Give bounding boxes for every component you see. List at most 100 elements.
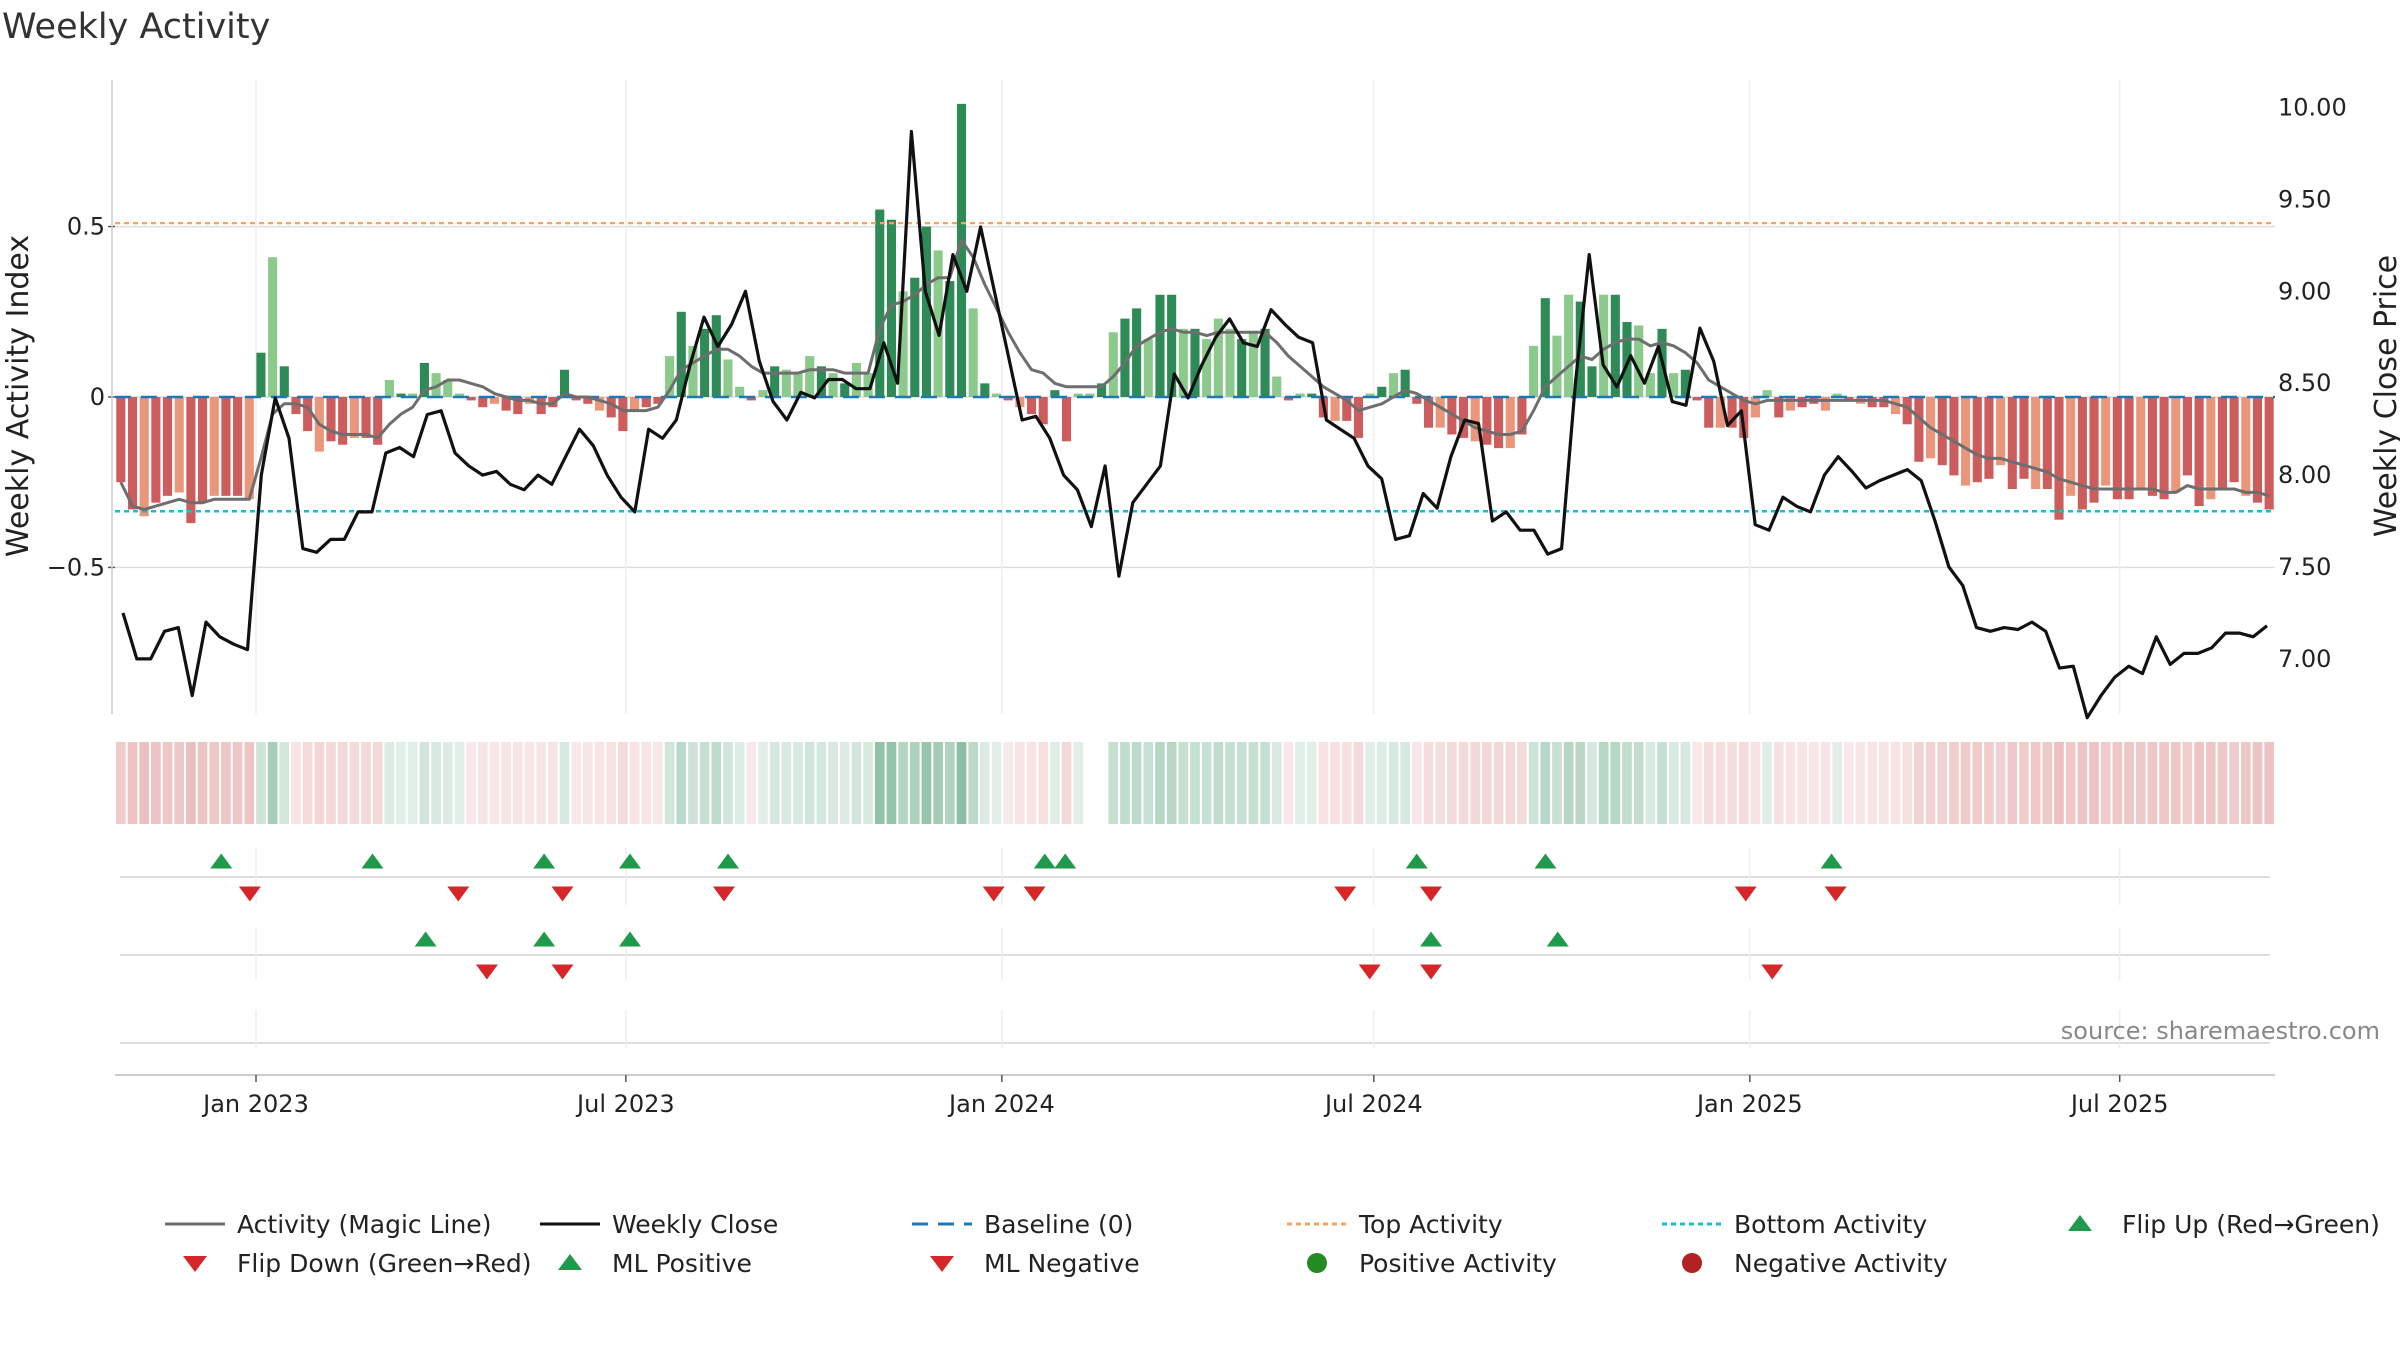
- strip-cell: [699, 742, 710, 824]
- activity-bar: [2031, 397, 2041, 490]
- flip-up-marker: [1405, 853, 1428, 869]
- strip-cell: [2147, 742, 2158, 824]
- activity-bar: [1937, 397, 1947, 466]
- activity-bar: [793, 373, 803, 397]
- strip-cell: [1715, 742, 1726, 824]
- activity-bar: [886, 219, 896, 397]
- strip-cell: [174, 742, 185, 824]
- legend-swatch: [2068, 1215, 2092, 1231]
- chart-title: Weekly Activity: [2, 7, 270, 47]
- activity-bar: [233, 397, 243, 496]
- strip-cell: [1692, 742, 1702, 824]
- activity-bar: [2019, 397, 2029, 479]
- activity-bar: [186, 397, 196, 524]
- activity-bar: [1435, 397, 1445, 428]
- left-tick-label: −0.5: [47, 553, 105, 581]
- activity-bar: [1692, 397, 1702, 401]
- activity-bar: [1085, 393, 1095, 397]
- y-axis-right-label: Weekly Close Price: [2369, 255, 2400, 537]
- legend-label: Activity (Magic Line): [237, 1210, 491, 1239]
- activity-bar: [1342, 397, 1352, 421]
- flip-up-marker: [1820, 853, 1843, 869]
- activity-bar: [1634, 325, 1644, 397]
- strip-cell: [372, 742, 383, 824]
- strip-cell: [466, 742, 476, 824]
- activity-bar: [1949, 397, 1959, 476]
- flip-up-marker: [1033, 853, 1056, 869]
- strip-cell: [127, 742, 138, 824]
- strip-cell: [804, 742, 815, 824]
- activity-bar: [373, 397, 383, 445]
- activity-bar: [676, 311, 686, 397]
- strip-cell: [267, 742, 278, 824]
- strip-cell: [1435, 742, 1446, 824]
- flip-up-marker: [1054, 853, 1077, 869]
- strip-cell: [2205, 742, 2216, 824]
- activity-bar: [851, 362, 861, 397]
- strip-cell: [933, 742, 943, 824]
- strip-cell: [1727, 742, 1737, 824]
- activity-bar: [980, 383, 990, 397]
- activity-bar: [151, 397, 161, 503]
- strip-cell: [956, 742, 967, 824]
- strip-cell: [1458, 742, 1469, 824]
- activity-bar: [1073, 393, 1083, 397]
- strip-cell: [1388, 742, 1399, 824]
- strip-cell: [980, 742, 990, 824]
- activity-bar: [1225, 328, 1235, 397]
- source-label: source: sharemaestro.com: [2061, 1017, 2380, 1045]
- flip-down-marker: [1334, 886, 1357, 902]
- strip-cell: [2077, 742, 2088, 824]
- flip-up-marker: [618, 931, 641, 947]
- activity-bar: [384, 379, 394, 397]
- strip-cell: [2030, 742, 2041, 824]
- strip-cell: [221, 742, 231, 824]
- activity-bar: [711, 315, 721, 397]
- activity-bar: [898, 291, 908, 397]
- flip-up-marker: [533, 931, 556, 947]
- strip-cell: [851, 742, 862, 824]
- strip-cell: [2252, 742, 2263, 824]
- strip-cell: [1236, 742, 1247, 824]
- strip-cell: [1003, 742, 1014, 824]
- strip-cell: [816, 742, 827, 824]
- flip-down-marker: [1734, 886, 1757, 902]
- activity-bar: [1762, 390, 1772, 397]
- strip-cell: [1622, 742, 1632, 824]
- activity-bar: [1190, 328, 1200, 397]
- strip-cell: [151, 742, 161, 824]
- activity-bar: [863, 373, 873, 397]
- strip-cell: [501, 742, 511, 824]
- activity-bar: [875, 209, 885, 397]
- activity-bar: [2171, 397, 2181, 493]
- activity-bar: [1038, 397, 1048, 425]
- activity-bar: [1517, 397, 1527, 435]
- x-tick-label: Jul 2024: [1323, 1090, 1423, 1118]
- activity-bar: [1423, 397, 1434, 428]
- activity-bar: [1505, 397, 1515, 449]
- strip-cell: [1703, 742, 1714, 824]
- activity-bar: [1622, 322, 1632, 397]
- activity-bar: [1996, 397, 2006, 466]
- activity-bar: [1400, 369, 1410, 397]
- activity-bar: [2194, 397, 2204, 507]
- activity-bar: [1003, 397, 1013, 401]
- strip-cell: [2182, 742, 2193, 824]
- activity-bars: [116, 103, 2274, 524]
- activity-bar: [700, 328, 710, 397]
- activity-bar: [968, 308, 978, 397]
- activity-bar: [1295, 393, 1305, 397]
- strip-cell: [1937, 742, 1948, 824]
- legend-label: Weekly Close: [612, 1210, 778, 1239]
- activity-bar: [1715, 397, 1725, 428]
- strip-cell: [1400, 742, 1410, 824]
- activity-bar: [594, 397, 605, 411]
- strip-cell: [1341, 742, 1352, 824]
- activity-bar: [933, 250, 943, 397]
- strip-cell: [2159, 742, 2169, 824]
- strip-cell: [2065, 742, 2076, 824]
- activity-bar: [991, 393, 1002, 397]
- activity-bar: [1365, 393, 1375, 397]
- activity-bar: [326, 397, 336, 442]
- strip-cell: [1867, 742, 1878, 824]
